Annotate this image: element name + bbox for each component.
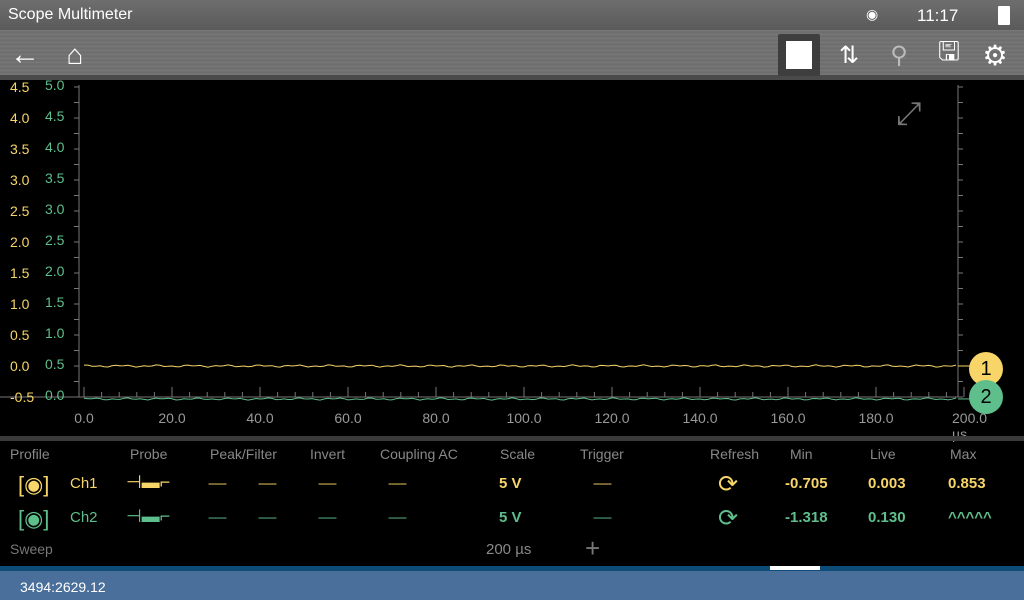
x-tick-label: 40.0 [246,410,274,426]
wifi-icon: ◉ [866,6,879,22]
ch2-label: Ch2 [70,509,98,526]
settings-icon[interactable]: ⚙ [982,39,1008,71]
column-header: Invert [310,446,346,462]
ch2-probe-icon[interactable]: ⊣▬⌐ [126,506,171,526]
column-header: Live [870,446,896,462]
x-tick-label: 180.0 [858,410,894,426]
coordinate-readout: 3494:2629.12 [20,579,106,595]
column-header: Refresh [710,446,760,462]
garage-home-icon[interactable]: ⌂ [66,39,84,70]
y-tick-label-ch2: 5.0 [45,77,65,93]
x-tick-label: 60.0 [334,410,362,426]
series-2-trace [83,397,957,401]
column-header: Max [950,446,977,462]
y-tick-label-ch1: 1.0 [10,296,30,312]
y-tick-label-ch1: 2.0 [10,234,30,250]
y-tick-label-ch1: 0.0 [10,358,30,374]
column-header: Min [790,446,813,462]
cursor-icon[interactable]: ⇅ [838,41,860,69]
clock: 11:17 [917,6,959,25]
sweep-label: Sweep [10,541,53,557]
ch2-profile-eye-icon[interactable]: [◉] [18,506,50,531]
ch2-max: ^^^^^ [948,509,992,526]
y-tick-label-ch1: -0.5 [10,389,35,405]
column-header: Scale [500,446,536,462]
ch2-setting-value[interactable]: ------ [318,510,337,524]
y-tick-label-ch1: 4.5 [10,79,30,95]
ch1-scale[interactable]: 5 V [499,475,522,492]
y-tick-label-ch1: 3.5 [10,141,30,157]
ch1-refresh-icon[interactable]: ⟳ [718,471,739,498]
x-tick-label: 80.0 [422,410,450,426]
ch1-max: 0.853 [948,475,986,492]
save-icon[interactable]: 🖫 [937,36,961,66]
back-arrow-icon[interactable]: ← [10,38,40,71]
column-header: Coupling AC [380,446,458,462]
ch2-setting-value[interactable]: ------ [258,510,277,524]
x-tick-label: 140.0 [682,410,718,426]
column-header: Profile [10,446,50,462]
plus-icon[interactable]: + [585,533,601,563]
ch1-label: Ch1 [70,475,98,492]
status-bar: Scope Multimeter ◉ 11:17 [0,0,1024,30]
y-tick-label-ch2: 3.0 [45,201,65,217]
footer-bar: 3494:2629.12 [0,566,1024,600]
x-tick-label: 100.0 [506,410,542,426]
y-tick-label-ch2: 2.0 [45,263,65,279]
y-tick-label-ch1: 3.0 [10,172,30,188]
y-tick-label-ch1: 4.0 [10,110,30,126]
ch2-setting-value[interactable]: ------ [388,510,407,524]
channel-2-marker[interactable]: 2 [969,380,1003,414]
x-tick-label: 20.0 [158,410,186,426]
y-tick-label-ch1: 2.5 [10,203,30,219]
expand-icon[interactable]: ⤢ [896,95,922,131]
y-tick-label-ch2: 0.5 [45,356,65,372]
ch2-scale[interactable]: 5 V [499,509,522,526]
ch2-min: -1.318 [785,509,828,526]
y-tick-label-ch2: 0.0 [45,387,65,403]
ch2-refresh-icon[interactable]: ⟳ [718,505,739,532]
ch2-setting-value[interactable]: ------ [593,510,612,524]
stop-icon[interactable] [778,34,820,76]
x-tick-label: 160.0 [770,410,806,426]
ch1-min: -0.705 [785,475,828,492]
y-tick-label-ch2: 1.0 [45,325,65,341]
ch1-setting-value[interactable]: ------ [208,476,227,490]
ch2-setting-value[interactable]: ------ [208,510,227,524]
ch1-setting-value[interactable]: ------ [258,476,277,490]
ch1-setting-value[interactable]: ------ [388,476,407,490]
ch1-probe-icon[interactable]: ⊣▬⌐ [126,472,171,492]
waveform-canvas [0,85,972,401]
battery-icon [998,6,1010,25]
ch1-setting-value[interactable]: ------ [593,476,612,490]
divider [0,436,1024,441]
y-tick-label-ch2: 4.5 [45,108,65,124]
series-1-trace [84,364,957,368]
y-tick-label-ch1: 0.5 [10,327,30,343]
toolbar: ← ⌂ ⇅ ⚲ 🖫 ⚙ [0,30,1024,80]
x-tick-label: 0.0 [74,410,94,426]
column-header: Trigger [580,446,624,462]
y-tick-label-ch2: 3.5 [45,170,65,186]
scope-plot[interactable]: 4.5 4.0 3.5 3.0 2.5 2.0 1.5 1.0 0.5 0.0 -0.5 5.0 4.5… [0,77,1024,442]
ch2-live: 0.130 [868,509,906,526]
y-tick-label-ch1: 1.5 [10,265,30,281]
sweep-value[interactable]: 200 µs [486,541,532,558]
column-header: Probe [130,446,168,462]
zoom-icon[interactable]: ⚲ [890,41,908,69]
y-tick-label-ch2: 4.0 [45,139,65,155]
x-tick-label: 120.0 [594,410,630,426]
ch1-profile-eye-icon[interactable]: [◉] [18,472,50,497]
ch1-live: 0.003 [868,475,906,492]
y-tick-label-ch2: 1.5 [45,294,65,310]
tab-indicator [770,566,820,570]
app-title: Scope Multimeter [8,6,133,23]
column-header: Peak/Filter [210,446,277,462]
y-tick-label-ch2: 2.5 [45,232,65,248]
ch1-setting-value[interactable]: ------ [318,476,337,490]
